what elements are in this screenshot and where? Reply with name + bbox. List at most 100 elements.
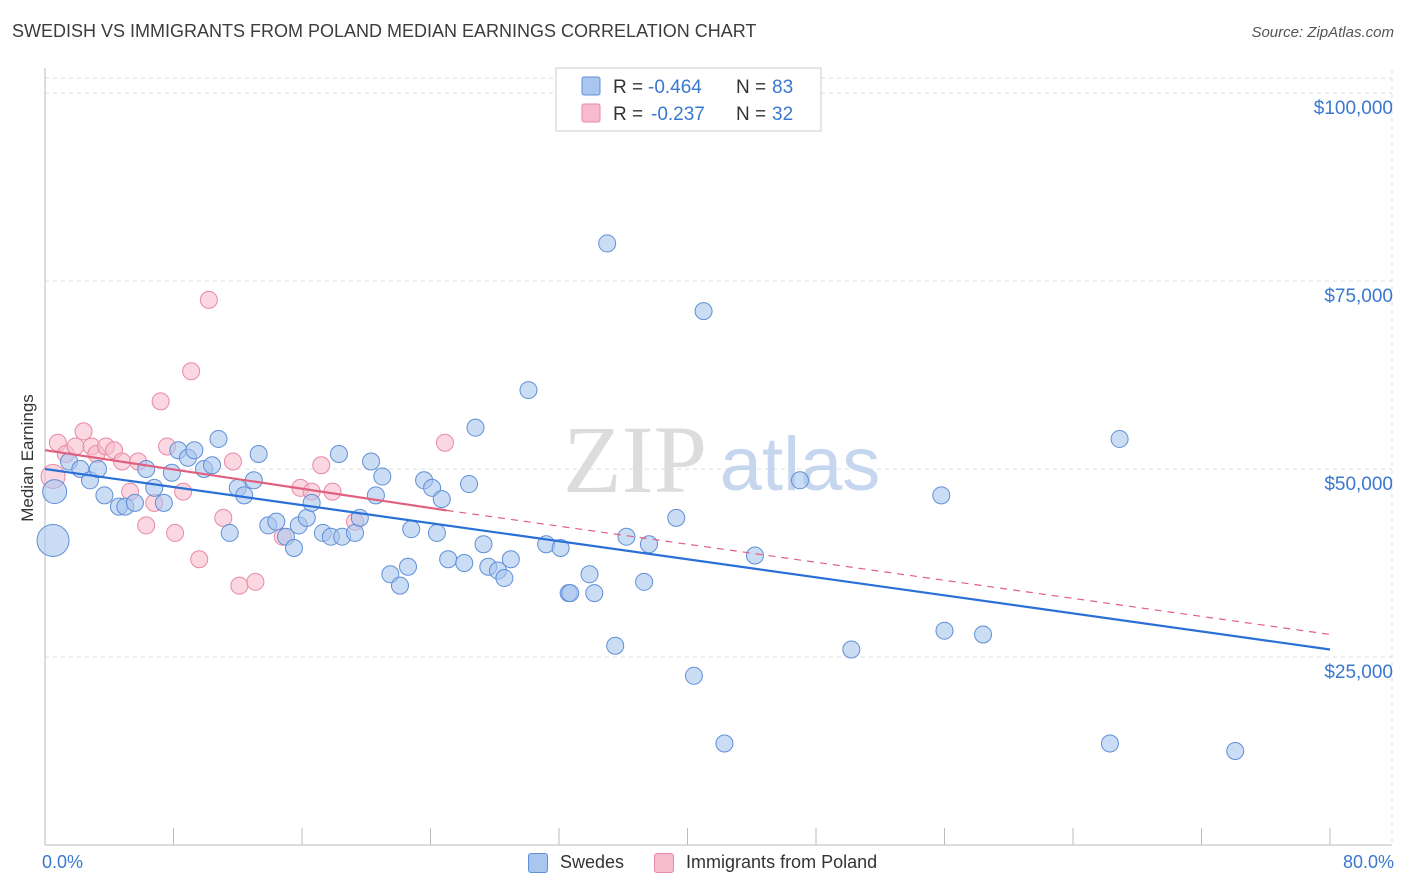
legend-swatch-swedes-bottom <box>528 852 548 873</box>
point-swedes <box>137 460 156 479</box>
point-swedes <box>162 463 181 482</box>
legend-n-label-swedes: N = <box>736 77 766 98</box>
point-swedes <box>580 565 599 584</box>
point-swedes <box>460 475 479 494</box>
chart-title: SWEDISH VS IMMIGRANTS FROM POLAND MEDIAN… <box>12 21 757 41</box>
point-poland <box>166 523 185 542</box>
point-swedes <box>373 467 392 486</box>
point-poland <box>66 437 85 456</box>
point-swedes <box>362 452 381 471</box>
legend-label-poland: Immigrants from Poland <box>686 852 878 872</box>
point-swedes <box>842 640 861 659</box>
point-swedes <box>154 493 173 512</box>
legend-n-value-poland: 32 <box>772 104 793 125</box>
point-swedes <box>495 569 514 588</box>
legend-bottom: Swedes Immigrants from Poland <box>528 852 907 873</box>
point-poland <box>214 508 233 527</box>
legend-label-swedes: Swedes <box>560 852 625 872</box>
grid <box>45 70 1393 845</box>
watermark-zip: ZIP <box>563 406 707 513</box>
point-swedes <box>267 512 286 531</box>
point-poland <box>137 516 156 535</box>
legend-top: R = -0.464 N = 83 R = -0.237 N = 32 <box>555 67 822 132</box>
point-swedes <box>209 429 228 448</box>
point-poland <box>223 452 242 471</box>
point-swedes <box>684 666 703 685</box>
trend-lines <box>44 449 1331 651</box>
point-swedes <box>185 441 204 460</box>
point-swedes <box>635 572 654 591</box>
point-poland <box>190 550 209 569</box>
point-swedes <box>95 486 114 505</box>
point-swedes <box>606 636 625 655</box>
point-poland <box>435 433 454 452</box>
point-swedes <box>220 523 239 542</box>
point-swedes <box>790 471 809 490</box>
point-swedes <box>432 490 451 509</box>
point-swedes <box>36 523 70 557</box>
point-swedes <box>935 621 954 640</box>
x-tick-label-max: 80.0% <box>1342 852 1394 872</box>
point-poland <box>174 482 193 501</box>
point-swedes <box>974 625 993 644</box>
point-swedes <box>399 557 418 576</box>
y-tick-label: $50,000 <box>1324 474 1393 495</box>
point-swedes <box>551 538 570 557</box>
watermark-atlas: atlas <box>720 422 881 507</box>
y-tick-label: $75,000 <box>1324 286 1393 307</box>
point-swedes <box>145 478 164 497</box>
legend-item-poland: Immigrants from Poland <box>654 852 877 873</box>
point-swedes <box>297 508 316 527</box>
legend-n-label-poland: N = <box>736 104 766 125</box>
point-swedes <box>694 302 713 321</box>
point-swedes <box>1110 429 1129 448</box>
point-poland <box>230 576 249 595</box>
point-swedes <box>346 523 365 542</box>
point-swedes <box>439 550 458 569</box>
legend-n-value-swedes: 83 <box>772 77 793 98</box>
point-swedes <box>1226 742 1245 761</box>
point-poland <box>199 290 218 309</box>
y-tick-label: $100,000 <box>1314 98 1393 119</box>
legend-r-label-swedes: R = <box>613 77 643 98</box>
point-poland <box>182 362 201 381</box>
point-swedes <box>474 535 493 554</box>
point-swedes <box>302 493 321 512</box>
y-tick-labels: $25,000 $50,000 $75,000 $100,000 <box>1314 98 1393 683</box>
point-swedes <box>427 523 446 542</box>
point-swedes <box>125 493 144 512</box>
point-swedes <box>455 554 474 573</box>
point-swedes <box>501 550 520 569</box>
point-swedes <box>329 444 348 463</box>
legend-swatch-poland <box>581 103 601 123</box>
point-swedes <box>203 456 222 475</box>
point-swedes <box>519 381 538 400</box>
point-swedes <box>598 234 617 253</box>
legend-swatch-poland-bottom <box>654 852 675 873</box>
point-swedes <box>585 584 604 603</box>
point-poland <box>246 572 265 591</box>
point-swedes <box>1100 734 1119 753</box>
legend-item-swedes: Swedes <box>528 852 624 873</box>
point-swedes <box>745 546 764 565</box>
x-tick-label-min: 0.0% <box>42 852 84 872</box>
legend-r-label-poland: R = <box>613 104 643 125</box>
point-swedes <box>667 508 686 527</box>
points-poland <box>40 290 454 595</box>
legend-r-value-poland: -0.237 <box>651 104 705 125</box>
source-credit: Source: ZipAtlas.com <box>1251 24 1394 41</box>
y-tick-label: $25,000 <box>1324 662 1393 683</box>
legend-r-value-swedes: -0.464 <box>648 77 702 98</box>
point-poland <box>312 456 331 475</box>
trend-line-swedes <box>44 467 1331 651</box>
axes <box>44 68 1392 846</box>
point-swedes <box>617 527 636 546</box>
point-swedes <box>42 479 68 505</box>
point-swedes <box>466 418 485 437</box>
point-poland <box>74 422 93 441</box>
point-swedes <box>561 584 580 603</box>
point-poland <box>151 392 170 411</box>
points-swedes <box>36 234 1245 761</box>
trend-line-poland-extension <box>446 509 1331 636</box>
